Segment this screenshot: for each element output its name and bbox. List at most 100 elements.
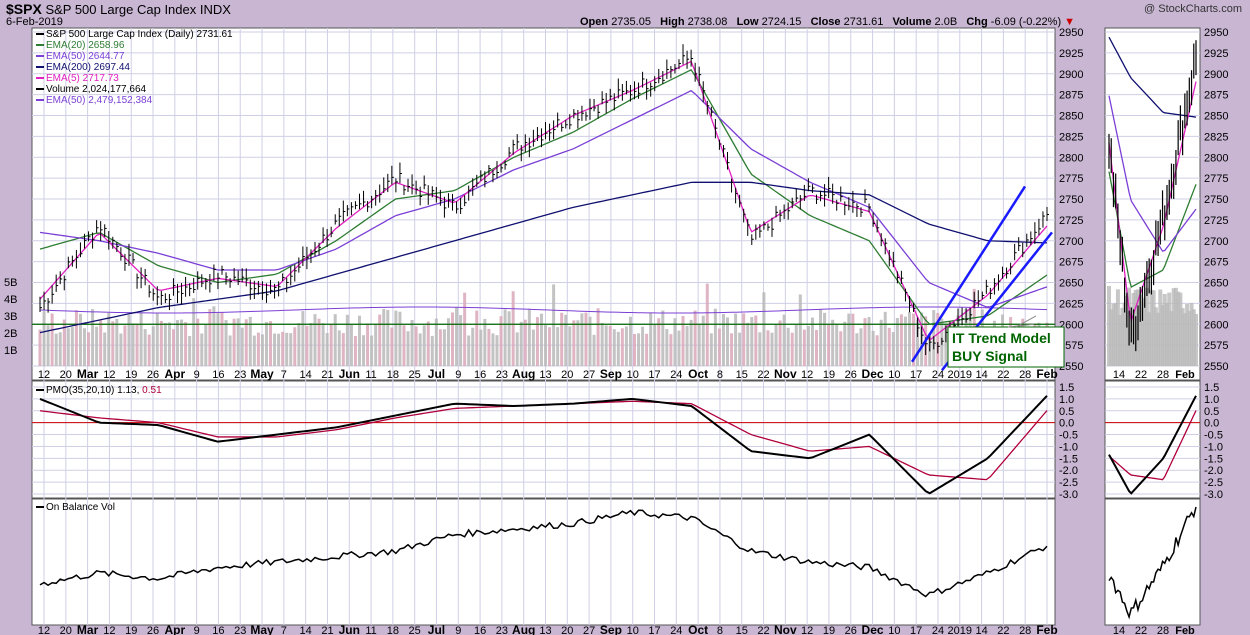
volume-bar [531,329,535,366]
volume-bar [620,328,624,366]
date-tick-label-bottom: Oct [688,623,708,635]
volume-bar [786,327,790,366]
volume-bar [204,323,208,366]
zoom-pmo-tick-label: -1.0 [1204,441,1223,453]
volume-bar [548,327,552,366]
volume-bar [135,323,139,366]
annotation-pointer-2 [1015,315,1037,328]
volume-bar [604,325,608,366]
zoom-price-tick-label: 2700 [1204,236,1228,248]
zoom-obv-panel [1104,498,1201,626]
zoom-ema20-line [1108,171,1197,288]
price-tick-label: 2650 [1059,278,1083,290]
volume-bar [471,327,475,366]
volume-bar [410,319,414,366]
date-tick-label-bottom: Aug [512,623,535,635]
volume-bar [689,319,693,366]
volume-bar [390,327,394,366]
date-tick-label-bottom: 17 [910,625,922,635]
volume-bar [337,330,341,366]
zoom-price-tick-label: 2725 [1204,215,1228,227]
price-tick-label: 2675 [1059,257,1083,269]
date-tick-label-bottom: 10 [888,625,900,635]
volume-bar [653,324,657,366]
volume-bar [131,323,135,366]
date-tick-label: 19 [125,369,137,381]
date-tick-label: 25 [409,369,421,381]
volume-bar [414,326,418,366]
ema20-line [39,68,1048,325]
volume-bar [46,325,50,366]
pmo-line [39,395,1048,495]
zoom-pmo-tick-label: 0.0 [1204,418,1219,430]
zoom-volume-bar [1144,287,1149,366]
volume-bar [673,318,677,366]
zoom-volume-bar [1115,289,1120,366]
volume-bar [208,309,212,366]
price-tick-label: 2550 [1059,361,1083,373]
volume-bar [467,335,471,366]
date-tick-label: 12 [103,369,115,381]
date-tick-label: 16 [474,369,486,381]
date-tick-label: 20 [60,369,72,381]
date-tick-label: Aug [512,367,535,381]
volume-bar [313,314,317,366]
volume-bar [374,323,378,366]
volume-bar [475,310,479,366]
date-tick-label-bottom: 20 [561,625,573,635]
chg-label: Chg [966,16,988,28]
zoom-volume-bar [1118,315,1123,366]
volume-bar [883,311,887,366]
volume-bar [82,328,86,366]
volume-bar [325,333,329,366]
symbol-title: $SPX S&P 500 Large Cap Index INDX [6,1,231,17]
volume-bar [560,312,564,366]
zoom-volume-bar [1149,289,1154,366]
exchange: INDX [199,2,231,17]
zoom-volume-bar [1189,302,1194,366]
zoom-date-tick-label: 22 [1135,369,1147,381]
volume-bar [762,292,766,366]
obv-legend: On Balance Vol [46,502,115,513]
volume-bar [459,315,463,366]
zoom-ema50-line [1108,95,1197,252]
pmo-legend: PMO(35,20,10) 1.13, 0.51 [46,385,162,396]
volume-bar [669,334,673,366]
volume-bar [827,324,831,366]
volume-bar [147,334,151,366]
volume-bar [240,327,244,366]
volume-bar [572,320,576,366]
volume-bar [487,328,491,366]
zoom-price-tick-label: 2750 [1204,194,1228,206]
zoom-volume-bar [1187,311,1192,366]
volume-bar [74,310,78,366]
price-tick-label: 2625 [1059,298,1083,310]
volume-bar [196,318,200,366]
legend-entry: EMA(50) 2,479,152,384 [46,95,153,106]
volume-bar [552,284,556,366]
volume-bar [758,332,762,366]
date-tick-label-bottom: 19 [823,625,835,635]
zoom-date-tick-label-bottom: Feb [1175,625,1195,635]
date-tick-label: Oct [688,367,708,381]
chart-date: 6-Feb-2019 [6,16,63,28]
volume-bar [806,326,810,366]
volume-bar [709,333,713,366]
date-tick-label-bottom: 14 [975,625,987,635]
volume-value: 2.0B [934,16,958,28]
volume-bar [616,331,620,366]
date-tick-label: 18 [387,369,399,381]
date-tick-label-bottom: 2019 [948,625,972,635]
volume-bar [823,312,827,366]
volume-bar [600,322,604,366]
volume-bar [612,329,616,366]
zoom-ema5-line [1108,81,1197,323]
date-tick-label: 27 [583,369,595,381]
low-label: Low [736,16,759,28]
zoom-volume-bar [1109,309,1114,366]
zoom-volume-bar [1167,292,1172,366]
date-tick-label-bottom: 25 [409,625,421,635]
volume-tick-label: 5B [4,277,17,289]
date-tick-label: 13 [539,369,551,381]
volume-bar [78,313,82,366]
